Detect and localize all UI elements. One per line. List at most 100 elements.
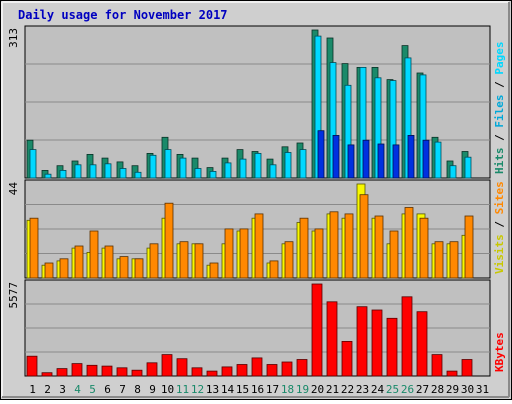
bar-kbytes-16 [251, 357, 263, 377]
x-tick-label: 4 [74, 383, 81, 396]
bar-kbytes-1 [26, 355, 38, 377]
bar-sites-1 [29, 217, 39, 279]
x-tick-label: 25 [386, 383, 399, 396]
x-tick-label: 26 [401, 383, 414, 396]
bar-sites-17 [269, 260, 279, 279]
series-pages [317, 130, 430, 179]
bar-kbytes-29 [446, 370, 458, 377]
x-tick-label: 29 [446, 383, 459, 396]
bar-sites-4 [74, 245, 84, 279]
bar-files-15 [239, 158, 247, 179]
bar-pages-22 [347, 144, 355, 179]
x-tick-label: 28 [431, 383, 444, 396]
bar-sites-3 [59, 258, 69, 279]
bar-sites-22 [344, 213, 354, 279]
legend-entry: KBytes [493, 332, 506, 372]
x-tick-label: 14 [221, 383, 235, 396]
bar-files-2 [44, 173, 52, 179]
bar-kbytes-5 [86, 364, 98, 377]
bar-sites-8 [134, 258, 144, 279]
bar-kbytes-6 [101, 365, 113, 377]
legend-entry: Sites [493, 181, 506, 214]
x-tick-label: 21 [326, 383, 339, 396]
bar-pages-21 [332, 134, 340, 179]
bar-pages-20 [317, 130, 325, 179]
bar-kbytes-19 [296, 359, 308, 377]
x-tick-label: 3 [59, 383, 66, 396]
bar-sites-5 [89, 230, 99, 279]
legend-entry: / [493, 128, 506, 148]
x-tick-label: 27 [416, 383, 429, 396]
bar-files-18 [284, 152, 292, 179]
bar-files-14 [224, 162, 232, 179]
bar-kbytes-18 [281, 361, 293, 377]
bar-kbytes-12 [191, 367, 203, 377]
bar-sites-9 [149, 243, 159, 279]
bar-pages-23 [362, 139, 370, 179]
x-tick-label: 22 [341, 383, 354, 396]
legend-entry: Pages [493, 42, 506, 75]
legend-entry: Files [493, 95, 506, 128]
x-tick-label: 9 [149, 383, 156, 396]
bar-sites-6 [104, 245, 114, 279]
bar-sites-20 [314, 228, 324, 279]
panel-visits-legend: Visits / Sites [493, 181, 506, 274]
bar-pages-24 [377, 143, 385, 179]
bar-kbytes-22 [341, 340, 353, 377]
x-tick-label: 24 [371, 383, 385, 396]
bar-files-12 [194, 168, 202, 179]
x-tick-label: 15 [236, 383, 249, 396]
bar-sites-24 [374, 215, 384, 279]
x-tick-label: 17 [266, 383, 279, 396]
bar-sites-13 [209, 262, 219, 279]
x-tick-label: 7 [119, 383, 126, 396]
bar-files-5 [89, 164, 97, 179]
x-tick-label: 19 [296, 383, 309, 396]
bar-sites-21 [329, 211, 339, 279]
series-files [29, 35, 472, 179]
bar-kbytes-14 [221, 366, 233, 377]
bar-files-17 [269, 164, 277, 179]
panel-usage-legend: Hits / Files / Pages [493, 42, 506, 175]
x-tick-label: 13 [206, 383, 219, 396]
x-tick-label: 18 [281, 383, 294, 396]
x-tick-label: 10 [161, 383, 174, 396]
bar-files-10 [164, 149, 172, 179]
bar-kbytes-8 [131, 369, 143, 377]
legend-entry: Hits [493, 148, 506, 175]
bar-sites-2 [44, 262, 54, 279]
bar-kbytes-2 [41, 372, 53, 377]
legend-entry: / [493, 75, 506, 95]
bar-files-16 [254, 152, 262, 179]
bar-sites-19 [299, 217, 309, 279]
bar-files-3 [59, 169, 67, 179]
bar-kbytes-9 [146, 362, 158, 377]
bar-sites-23 [359, 194, 369, 279]
panel-usage: 313 Hits / Files / Pages [7, 25, 506, 179]
x-tick-label: 31 [476, 383, 489, 396]
legend-entry: Visits [493, 234, 506, 274]
bar-files-1 [29, 149, 37, 179]
bar-sites-29 [449, 241, 459, 279]
bar-sites-16 [254, 213, 264, 279]
panels-group: 313 Hits / Files / Pages 44 Visits / Sites 5… [7, 25, 506, 377]
bar-sites-28 [434, 241, 444, 279]
bar-sites-27 [419, 217, 429, 279]
bar-sites-15 [239, 228, 249, 279]
bar-kbytes-25 [386, 317, 398, 377]
bar-kbytes-15 [236, 364, 248, 377]
x-tick-label: 1 [29, 383, 36, 396]
bar-files-29 [449, 165, 457, 179]
bar-kbytes-13 [206, 370, 218, 377]
bar-files-30 [464, 156, 472, 179]
panel-usage-max-label: 313 [7, 28, 20, 48]
bar-kbytes-24 [371, 309, 383, 377]
bar-files-13 [209, 170, 217, 179]
bar-kbytes-28 [431, 354, 443, 377]
x-axis-labels: 1 2 3 4 5 6 7 8 9 10 11 12 13 14 15 16 17 18 19 20 21 22 23 24 2… [29, 383, 489, 396]
bar-files-8 [134, 171, 142, 179]
bar-kbytes-4 [71, 363, 83, 377]
bar-sites-12 [194, 243, 204, 279]
bar-sites-25 [389, 230, 399, 279]
